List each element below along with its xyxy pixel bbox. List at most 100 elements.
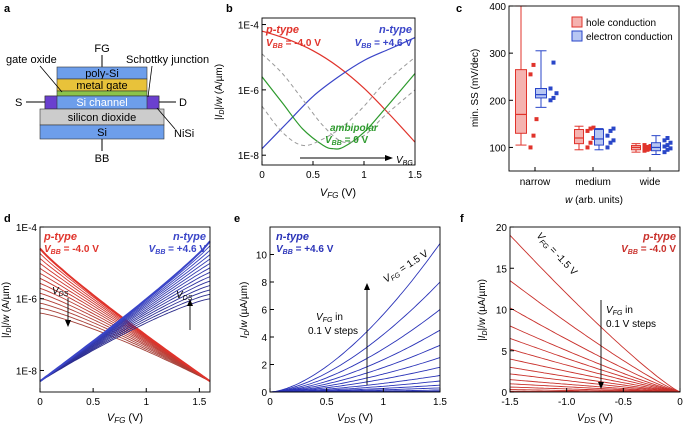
box-point bbox=[648, 146, 653, 151]
chart-d-vds-left-arrowhead bbox=[65, 320, 71, 327]
nisi-callout: NiSi bbox=[174, 128, 194, 140]
chart-f-xtick-label: -1.5 bbox=[501, 397, 519, 408]
chart-c-ytick-label: 300 bbox=[489, 49, 506, 60]
chart-c-ylabel: min. SS (mV/dec) bbox=[470, 49, 481, 127]
chart-e-curve bbox=[269, 344, 441, 393]
chart-b-amb-vbb: VBB = 0 V bbox=[325, 135, 369, 147]
metal-gate-label: metal gate bbox=[76, 80, 127, 92]
box-body bbox=[574, 129, 584, 145]
chart-e-ylabel: ID/w (µA/µm) bbox=[239, 282, 251, 339]
box-point bbox=[642, 145, 647, 150]
panel-label-f: f bbox=[460, 213, 464, 225]
chart-c-ytick-label: 400 bbox=[489, 2, 506, 13]
box-point bbox=[528, 72, 533, 77]
nisi-pointer bbox=[156, 107, 176, 130]
schottky-callout: Schottky junction bbox=[126, 54, 209, 66]
chart-b-xtick-label: 1 bbox=[361, 170, 367, 181]
chart-d-xlabel: VFG (V) bbox=[107, 412, 143, 425]
panel-label-a: a bbox=[4, 3, 11, 15]
box-point bbox=[645, 144, 650, 149]
chart-f-curve bbox=[509, 379, 681, 393]
box-point bbox=[554, 91, 559, 96]
chart-f-curve bbox=[509, 358, 681, 393]
chart-e-xtick-label: 1 bbox=[381, 397, 387, 408]
chart-b: 0 0.5 1 1.5 1E-8 1E-6 1E-4 VFG (V) |ID|/w (A/µ… bbox=[214, 17, 422, 200]
chart-f-curve bbox=[509, 337, 681, 393]
chart-f-ytick-label: 5 bbox=[501, 347, 507, 358]
panel-label-c: c bbox=[456, 3, 462, 15]
chart-b-n-vbb: VBB = +4.6 V bbox=[355, 38, 413, 50]
panel-label-b: b bbox=[226, 3, 233, 15]
box-point bbox=[591, 125, 596, 130]
box-point bbox=[611, 126, 616, 131]
chart-f-vbb: VBB = -4.0 V bbox=[621, 244, 676, 256]
chart-f-ylabel: |ID|/w (µA/µm) bbox=[477, 279, 489, 341]
legend-electron-swatch bbox=[571, 30, 583, 42]
chart-d-vds-right-arrowhead bbox=[187, 299, 193, 306]
chart-c-category-wide: wide bbox=[639, 177, 661, 188]
chart-e-step-arrowhead bbox=[364, 283, 370, 290]
chart-d-ytick-label: 1E-4 bbox=[16, 223, 38, 234]
chart-d: 0 0.5 1 1.5 1E-8 1E-6 1E-4 VFG (V) |ID|/w (A/µ… bbox=[1, 223, 211, 425]
chart-d-xtick-label: 1 bbox=[143, 397, 149, 408]
chart-f-curve-label: VFG = -1.5 V bbox=[533, 231, 579, 279]
poly-si-label: poly-Si bbox=[85, 68, 119, 80]
si-channel-label: Si channel bbox=[76, 97, 127, 109]
box-point bbox=[662, 138, 667, 143]
chart-b-n-title: n-type bbox=[379, 24, 412, 36]
chart-f-ytick-label: 10 bbox=[496, 306, 508, 317]
chart-f-step-arrowhead bbox=[598, 382, 604, 389]
fg-label: FG bbox=[94, 43, 109, 55]
chart-d-xtick-label: 1.5 bbox=[192, 397, 206, 408]
box-point bbox=[585, 145, 590, 150]
chart-b-series-intermediate-2 bbox=[261, 56, 416, 147]
box-point bbox=[528, 145, 533, 150]
chart-d-ytick-label: 1E-6 bbox=[16, 295, 38, 306]
chart-e-curve bbox=[269, 309, 441, 393]
chart-b-ylabel: |ID|/w (A/µm) bbox=[214, 64, 226, 120]
chart-e-ytick-label: 8 bbox=[261, 278, 267, 289]
chart-d-n-title: n-type bbox=[173, 231, 206, 243]
chart-b-frame bbox=[261, 17, 416, 166]
chart-e-curve bbox=[269, 366, 441, 393]
box-point bbox=[642, 143, 647, 148]
si-substrate-label: Si bbox=[97, 127, 107, 139]
box-body bbox=[651, 142, 661, 152]
box-point bbox=[665, 147, 670, 152]
box-point bbox=[585, 128, 590, 133]
box-body bbox=[515, 69, 527, 134]
chart-c: 100 200 300 400 narrow medium wide min. SS (mV… bbox=[470, 2, 680, 206]
chart-e-xtick-label: 0 bbox=[267, 397, 273, 408]
chart-d-xtick-label: 0 bbox=[37, 397, 43, 408]
box-point bbox=[662, 144, 667, 149]
chart-b-sweep-label: VBG bbox=[396, 155, 413, 167]
gate-oxide-pointer bbox=[39, 65, 63, 93]
chart-b-sweep-arrowhead bbox=[385, 155, 393, 161]
chart-f: -1.5 -1.0 -0.5 0 0 5 10 15 20 VDS (V) |ID|/w (µA… bbox=[477, 223, 683, 425]
legend-electron-label: electron conduction bbox=[586, 32, 673, 43]
chart-c-xlabel: w (arb. units) bbox=[565, 195, 623, 206]
chart-e: 0 0.5 1 1.5 0 2 4 6 8 10 VDS (V) ID/w (µA/µm) n-t… bbox=[239, 226, 447, 425]
gate-oxide-layer bbox=[56, 90, 148, 97]
chart-f-curve bbox=[509, 325, 681, 393]
box-point bbox=[548, 86, 553, 91]
chart-b-xtick-label: 0.5 bbox=[306, 170, 320, 181]
chart-e-ytick-label: 10 bbox=[256, 251, 268, 262]
chart-d-n-curve bbox=[39, 293, 211, 382]
chart-b-series-p-type bbox=[261, 30, 416, 143]
chart-f-step-label-2: 0.1 V steps bbox=[606, 319, 656, 330]
chart-f-xlabel: VDS (V) bbox=[577, 412, 613, 425]
box-point bbox=[668, 140, 673, 145]
box-point bbox=[531, 133, 536, 138]
box-point bbox=[531, 62, 536, 67]
chart-e-curve bbox=[269, 281, 441, 393]
chart-c-frame bbox=[508, 5, 680, 172]
chart-d-p-vbb: VBB = -4.0 V bbox=[44, 244, 99, 256]
box-point bbox=[548, 98, 553, 103]
bb-label: BB bbox=[95, 153, 110, 165]
chart-f-ytick-label: 15 bbox=[496, 264, 508, 275]
chart-e-step-label-2: 0.1 V steps bbox=[308, 326, 358, 337]
chart-c-ytick-label: 100 bbox=[489, 143, 506, 154]
chart-f-curve bbox=[509, 348, 681, 393]
chart-f-xtick-label: -1.0 bbox=[558, 397, 576, 408]
